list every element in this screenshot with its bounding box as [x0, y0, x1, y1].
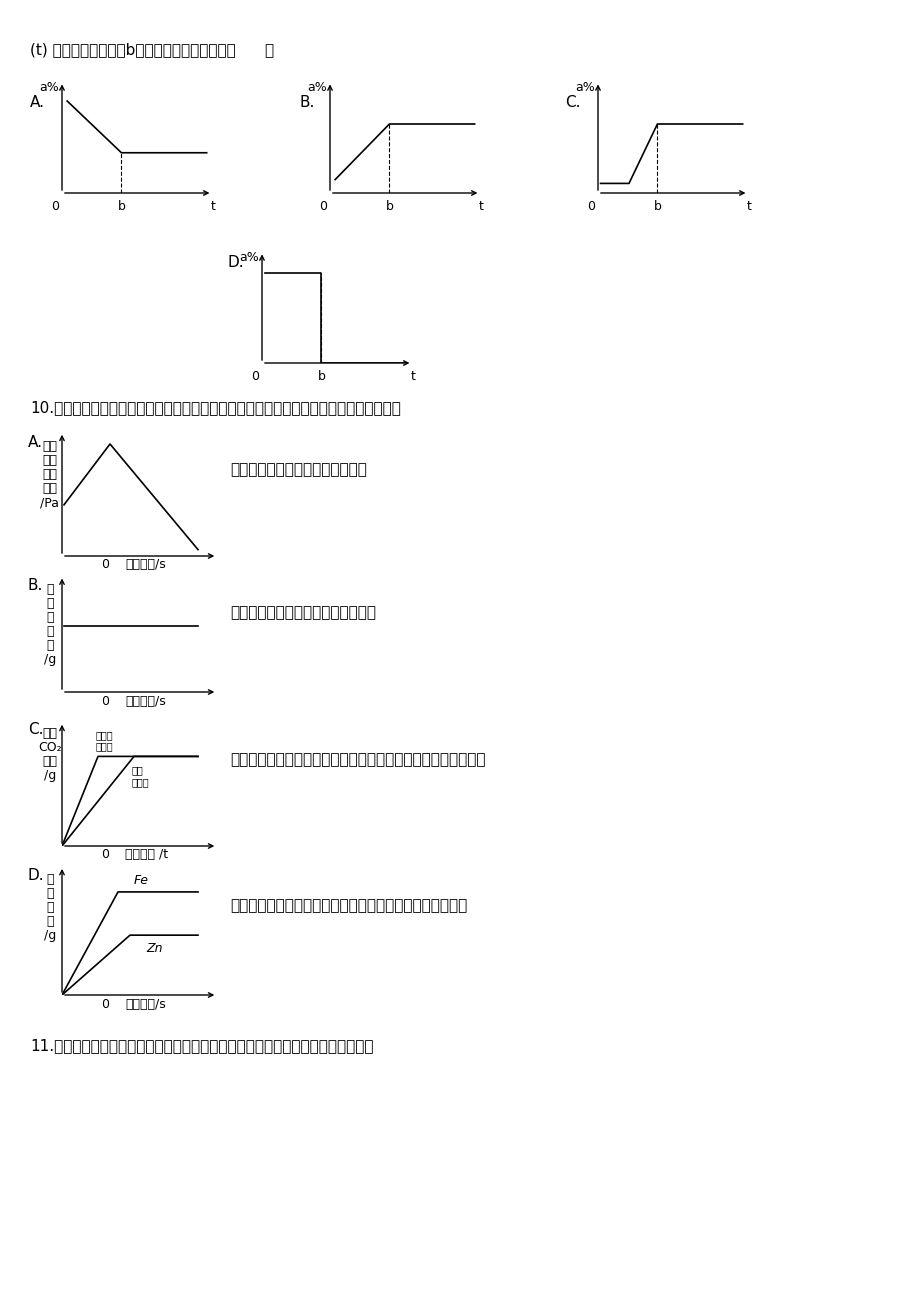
Text: 压强: 压强: [42, 482, 57, 495]
Text: 生成: 生成: [42, 727, 57, 740]
Text: 反应时间 /t: 反应时间 /t: [125, 848, 168, 861]
Text: 0: 0: [101, 695, 108, 708]
Text: 0: 0: [251, 370, 259, 383]
Text: B.: B.: [28, 578, 43, 592]
Text: 10.　坐标图像是图与相关化学知识的具体体现。下列图像不能正确反映对应变化关系的是: 10. 坐标图像是图与相关化学知识的具体体现。下列图像不能正确反映对应变化关系的…: [30, 400, 401, 415]
Text: t: t: [410, 370, 414, 383]
Text: A.: A.: [28, 435, 43, 450]
Text: 的: 的: [46, 611, 53, 624]
Text: 0: 0: [101, 848, 108, 861]
Text: 11.　发射神舌六号飞船的火箍，使用的是一种固体燃料，它燃烧的化学方程式为：: 11. 发射神舌六号飞船的火箍，使用的是一种固体燃料，它燃烧的化学方程式为：: [30, 1038, 373, 1053]
Text: b: b: [385, 201, 393, 214]
Text: 质: 质: [46, 901, 53, 914]
Text: a%: a%: [307, 81, 327, 94]
Text: D.: D.: [28, 868, 45, 883]
Text: 0: 0: [586, 201, 595, 214]
Text: C.: C.: [564, 95, 580, 109]
Text: Fe: Fe: [134, 874, 149, 887]
Text: 量: 量: [46, 915, 53, 928]
Text: /Pa: /Pa: [40, 496, 60, 509]
Text: a%: a%: [240, 251, 259, 264]
Text: a%: a%: [40, 81, 60, 94]
Text: 分别向等质量的锤粉和鐵粉中加入足量等质量分数的稀盐酸: 分别向等质量的锤粉和鐵粉中加入足量等质量分数的稀盐酸: [230, 898, 467, 913]
Text: t: t: [210, 201, 215, 214]
Text: 反应时间/s: 反应时间/s: [125, 999, 165, 1010]
Text: 质: 质: [46, 625, 53, 638]
Text: 反应时间/s: 反应时间/s: [125, 695, 165, 708]
Text: b: b: [652, 201, 661, 214]
Text: C.: C.: [28, 723, 43, 737]
Text: 分别向等质量不同形状的石灰石中加入足量等质量分数的稀盐酸: 分别向等质量不同形状的石灰石中加入足量等质量分数的稀盐酸: [230, 753, 485, 767]
Text: B.: B.: [300, 95, 315, 109]
Text: 0: 0: [101, 999, 108, 1010]
Text: 0: 0: [101, 559, 108, 572]
Text: t: t: [745, 201, 751, 214]
Text: CO₂: CO₂: [39, 741, 62, 754]
Text: 反应时间/s: 反应时间/s: [125, 559, 165, 572]
Text: 质量: 质量: [42, 755, 57, 768]
Text: 气: 气: [46, 887, 53, 900]
Text: /g: /g: [44, 654, 56, 667]
Text: (t) 变化的曲线图是（b时间表示反应已完全）（      ）: (t) 变化的曲线图是（b时间表示反应已完全）（ ）: [30, 42, 274, 57]
Text: 块状
石灰石: 块状 石灰石: [131, 766, 150, 786]
Text: 氢: 氢: [46, 874, 53, 885]
Text: 粉末状
石灰石: 粉末状 石灰石: [96, 730, 114, 751]
Text: D.: D.: [228, 255, 244, 270]
Text: 0: 0: [319, 201, 327, 214]
Text: A.: A.: [30, 95, 45, 109]
Text: 量: 量: [46, 639, 53, 652]
Text: 体: 体: [46, 598, 53, 611]
Text: 容器: 容器: [42, 440, 57, 453]
Text: 气体: 气体: [42, 467, 57, 480]
Text: 0: 0: [51, 201, 60, 214]
Text: 内的: 内的: [42, 454, 57, 467]
Text: /g: /g: [44, 769, 56, 783]
Text: t: t: [478, 201, 482, 214]
Text: a%: a%: [575, 81, 595, 94]
Text: b: b: [317, 370, 325, 383]
Text: Zn: Zn: [146, 941, 163, 954]
Text: b: b: [118, 201, 125, 214]
Text: /g: /g: [44, 930, 56, 943]
Text: 固: 固: [46, 583, 53, 596]
Text: 用二氧化锰和过氧化氢溶液制取氧气: 用二氧化锰和过氧化氢溶液制取氧气: [230, 605, 376, 620]
Text: 在盛有空气的密闭容器中点燃红磷: 在盛有空气的密闭容器中点燃红磷: [230, 462, 367, 477]
